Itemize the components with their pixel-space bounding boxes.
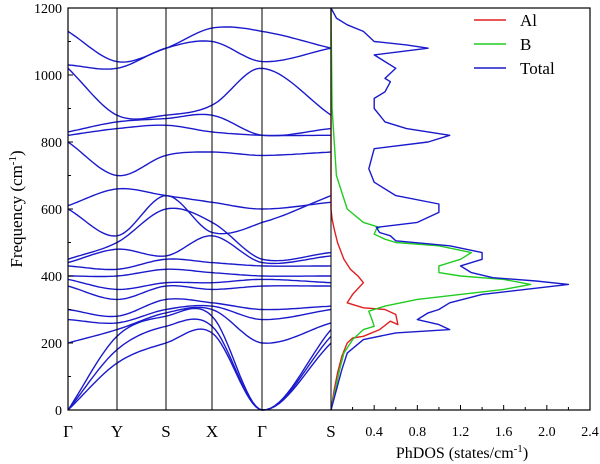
x-tick-label: 1.6 [495, 425, 513, 440]
legend: Al B Total [474, 11, 555, 78]
y-tick-label: 400 [41, 270, 62, 285]
y-axis-label: Frequency (cm-1) [7, 150, 26, 267]
x-tick-label: 2.0 [538, 425, 556, 440]
x-tick-label: 0.8 [409, 425, 427, 440]
y-tick-label: 200 [41, 337, 62, 352]
dispersion-branch [67, 304, 332, 324]
x-tick-label: 0.4 [365, 425, 383, 440]
dispersion-branch [67, 285, 332, 301]
y-tick-label: 0 [55, 404, 62, 419]
dispersion-branch [67, 194, 332, 237]
kpoint-label: S [326, 422, 335, 441]
dispersion-branch [67, 187, 332, 210]
x-tick-label: 2.4 [581, 425, 599, 440]
dos-curve-total [330, 7, 570, 411]
kpoint-label: S [161, 422, 170, 441]
dispersion-branch [67, 328, 332, 411]
y-tick-label: 1000 [34, 69, 62, 84]
dispersion-branch [67, 298, 332, 318]
legend-label-total: Total [520, 59, 555, 78]
dispersion-branch [67, 26, 332, 63]
dos-curve-al [330, 8, 399, 411]
dispersion-branch [67, 113, 332, 137]
axis-ticks: 0 200 400 600 800 1000 1200 Γ Y S X Γ S 0.4 0.8 1.2 1.6 2… [34, 2, 599, 441]
x-axis-label: PhDOS (states/cm-1) [396, 443, 528, 462]
legend-label-al: Al [520, 11, 537, 30]
y-tick-label: 600 [41, 203, 62, 218]
dispersion-branch [67, 141, 332, 177]
kpoint-label: Γ [257, 422, 267, 441]
dispersion-branch [67, 235, 332, 265]
legend-label-b: B [520, 35, 531, 54]
dos-curves [330, 7, 570, 411]
dispersion-branch [67, 67, 332, 120]
y-tick-label: 800 [41, 136, 62, 151]
kpoint-label: Γ [63, 422, 73, 441]
kpoint-label: Y [111, 422, 123, 441]
dispersion-branch [68, 268, 331, 278]
dispersion-branch [67, 307, 332, 411]
dispersion-branch [67, 40, 332, 70]
y-tick-label: 1200 [34, 2, 62, 17]
kpoint-label: X [206, 422, 218, 441]
dispersion-branches [67, 26, 332, 411]
dispersion-branch [67, 278, 332, 291]
dispersion-branch [67, 258, 332, 271]
dispersion-branch [67, 306, 332, 344]
x-tick-label: 1.2 [452, 425, 470, 440]
